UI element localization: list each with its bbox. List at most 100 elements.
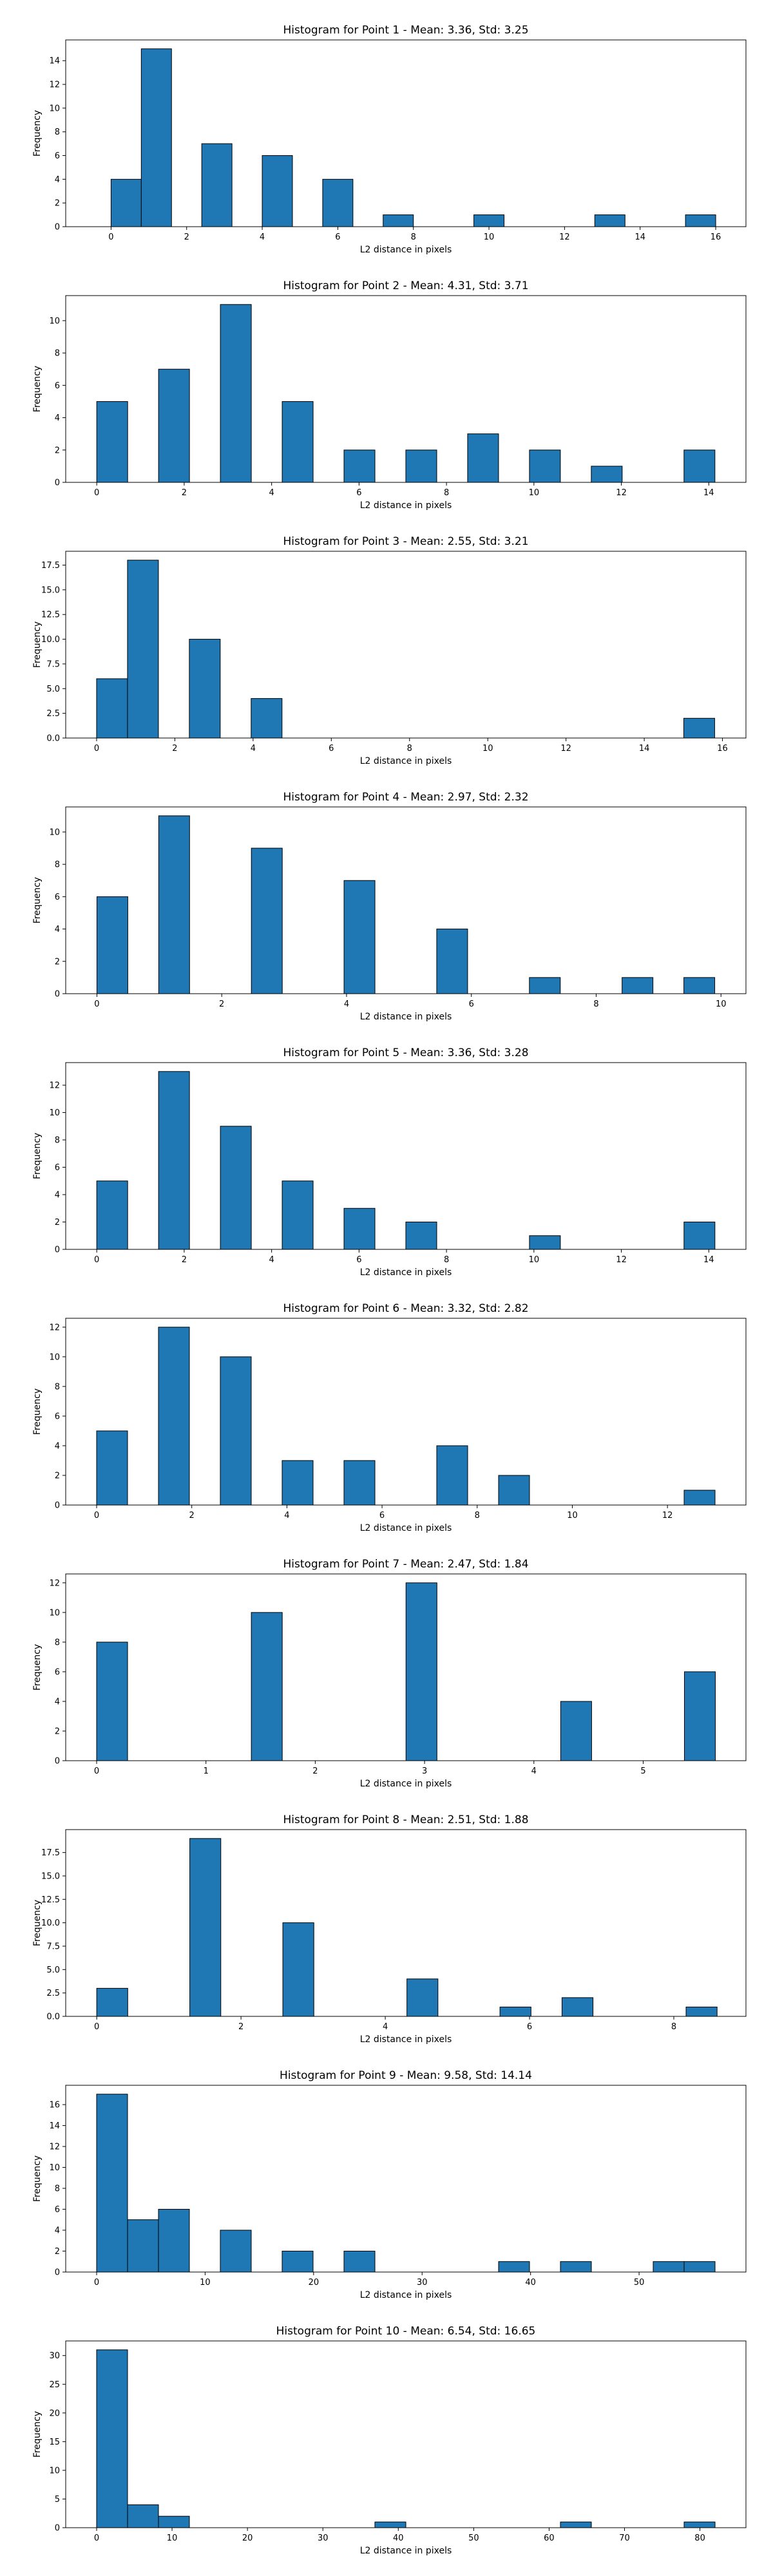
x-tick-label: 8 — [671, 2022, 676, 2032]
x-axis-label: L2 distance in pixels — [360, 2546, 452, 2556]
y-tick-label: 15 — [49, 2438, 60, 2447]
x-tick-label: 0 — [94, 1255, 99, 1265]
histogram-bar — [343, 1208, 376, 1250]
x-tick-label: 5 — [640, 1766, 645, 1776]
y-tick-label: 2.5 — [46, 1989, 60, 1998]
y-tick-label: 7.5 — [46, 659, 60, 669]
histogram-bar — [683, 2261, 716, 2273]
histogram-bar — [343, 1460, 376, 1506]
y-tick-label: 15.0 — [41, 585, 60, 595]
y-tick-label: 0 — [55, 2268, 60, 2278]
y-tick-label: 15.0 — [41, 1871, 60, 1881]
x-tick-label: 8 — [593, 999, 598, 1009]
y-tick-label: 5.0 — [46, 1965, 60, 1975]
histogram-bar — [127, 2219, 159, 2273]
y-tick-label: 6 — [55, 1412, 60, 1421]
histogram-bar — [683, 977, 716, 994]
y-tick-label: 0 — [55, 1501, 60, 1511]
x-tick-label: 2 — [184, 232, 189, 242]
x-tick-label: 60 — [544, 2533, 555, 2543]
histogram-bar — [220, 1126, 252, 1250]
y-tick-label: 0.0 — [46, 734, 60, 744]
x-tick-label: 40 — [525, 2278, 536, 2287]
y-tick-label: 10 — [49, 1108, 60, 1118]
histogram-bar — [158, 2515, 190, 2528]
x-tick-label: 8 — [444, 488, 449, 498]
chart-panel-2: Histogram for Point 2 - Mean: 4.31, Std:… — [32, 279, 747, 511]
x-tick-label: 30 — [417, 2278, 428, 2287]
x-tick-label: 10 — [529, 488, 540, 498]
chart-title: Histogram for Point 4 - Mean: 2.97, Std:… — [283, 791, 528, 804]
chart-title: Histogram for Point 3 - Mean: 2.55, Std:… — [283, 535, 528, 548]
chart-panel-7: Histogram for Point 7 - Mean: 2.47, Std:… — [32, 1558, 747, 1789]
histogram-bar — [251, 848, 283, 994]
histogram-bar — [158, 368, 190, 483]
x-tick-label: 0 — [108, 232, 113, 242]
y-tick-label: 8 — [55, 2184, 60, 2194]
y-tick-label: 12 — [49, 80, 60, 90]
y-tick-label: 17.5 — [41, 1848, 60, 1858]
x-tick-label: 14 — [703, 1255, 714, 1265]
histogram-bar — [220, 304, 252, 483]
plot-frame — [65, 39, 747, 227]
x-tick-label: 40 — [393, 2533, 404, 2543]
y-tick-label: 14 — [49, 57, 60, 66]
y-tick-label: 2 — [55, 1727, 60, 1736]
y-tick-label: 4 — [55, 175, 60, 185]
x-tick-label: 2 — [182, 488, 187, 498]
chart-title: Histogram for Point 1 - Mean: 3.36, Std:… — [283, 24, 528, 37]
histogram-bar — [158, 815, 190, 994]
histogram-bar — [405, 1582, 437, 1761]
x-tick-label: 10 — [716, 999, 727, 1009]
x-tick-label: 14 — [703, 488, 714, 498]
histogram-bar — [529, 450, 561, 483]
y-tick-label: 4 — [55, 413, 60, 423]
x-tick-label: 0 — [94, 2022, 99, 2032]
y-tick-label: 10 — [49, 316, 60, 326]
y-tick-label: 0 — [55, 223, 60, 232]
plot-frame — [65, 1318, 747, 1506]
y-tick-label: 10.0 — [41, 635, 60, 645]
y-tick-label: 0 — [55, 990, 60, 999]
histogram-bar — [685, 214, 716, 227]
x-tick-label: 20 — [309, 2278, 320, 2287]
x-tick-label: 1 — [204, 1766, 209, 1776]
histogram-bar — [96, 1180, 128, 1250]
y-tick-label: 2 — [55, 1218, 60, 1227]
histogram-bar — [467, 433, 499, 483]
histogram-bar — [473, 214, 505, 227]
y-tick-label: 10 — [49, 1608, 60, 1618]
histogram-bar — [140, 48, 172, 227]
x-tick-label: 6 — [335, 232, 340, 242]
x-tick-label: 80 — [694, 2533, 705, 2543]
histogram-bar — [622, 977, 654, 994]
histogram-bar — [96, 678, 128, 739]
histogram-bar — [594, 214, 625, 227]
histogram-bar — [220, 1356, 252, 1506]
histogram-bar — [220, 2230, 252, 2273]
histogram-bar — [251, 1612, 283, 1761]
x-tick-label: 10 — [484, 232, 495, 242]
histogram-bar — [189, 1838, 222, 2017]
x-tick-label: 0 — [94, 744, 99, 753]
y-tick-label: 14 — [49, 2121, 60, 2131]
histogram-bar — [343, 880, 376, 994]
y-tick-label: 8 — [55, 1136, 60, 1146]
x-tick-label: 4 — [344, 999, 349, 1009]
x-axis-label: L2 distance in pixels — [360, 2290, 452, 2300]
histogram-bar — [282, 401, 314, 483]
histogram-bar — [683, 1490, 716, 1506]
x-tick-label: 0 — [94, 488, 99, 498]
chart-panel-3: Histogram for Point 3 - Mean: 2.55, Std:… — [32, 535, 747, 766]
chart-title: Histogram for Point 7 - Mean: 2.47, Std:… — [283, 1558, 528, 1571]
x-tick-label: 14 — [635, 232, 645, 242]
histogram-bar — [683, 2521, 716, 2528]
histogram-bar — [343, 450, 376, 483]
x-tick-label: 4 — [284, 1511, 289, 1520]
histogram-bar — [683, 717, 715, 739]
y-axis-label: Frequency — [32, 1900, 43, 1946]
y-tick-label: 12.5 — [41, 1895, 60, 1905]
y-tick-label: 12 — [49, 2143, 60, 2152]
x-tick-label: 12 — [616, 1255, 627, 1265]
y-tick-label: 0.0 — [46, 2012, 60, 2022]
